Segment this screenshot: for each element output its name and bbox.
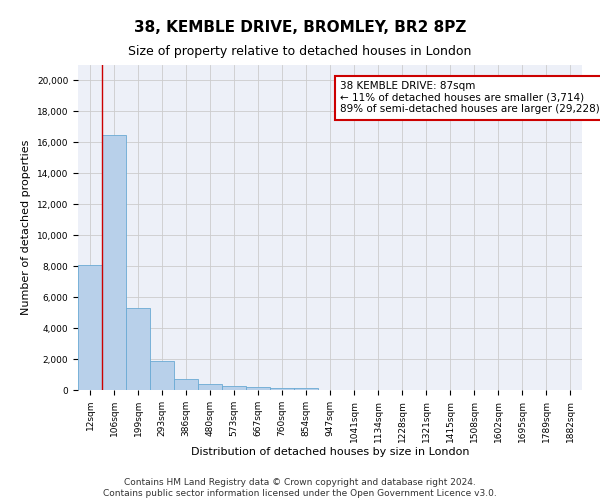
Bar xyxy=(198,384,222,390)
Bar xyxy=(174,379,198,390)
Bar xyxy=(246,387,270,390)
Bar xyxy=(102,134,126,390)
X-axis label: Distribution of detached houses by size in London: Distribution of detached houses by size … xyxy=(191,448,469,458)
Bar xyxy=(270,388,294,390)
Bar xyxy=(126,308,150,390)
Bar xyxy=(294,388,318,390)
Text: 38, KEMBLE DRIVE, BROMLEY, BR2 8PZ: 38, KEMBLE DRIVE, BROMLEY, BR2 8PZ xyxy=(134,20,466,35)
Text: 38 KEMBLE DRIVE: 87sqm
← 11% of detached houses are smaller (3,714)
89% of semi-: 38 KEMBLE DRIVE: 87sqm ← 11% of detached… xyxy=(340,81,600,114)
Bar xyxy=(78,264,102,390)
Text: Contains HM Land Registry data © Crown copyright and database right 2024.
Contai: Contains HM Land Registry data © Crown c… xyxy=(103,478,497,498)
Bar xyxy=(222,386,246,390)
Y-axis label: Number of detached properties: Number of detached properties xyxy=(21,140,31,315)
Bar xyxy=(150,362,174,390)
Text: Size of property relative to detached houses in London: Size of property relative to detached ho… xyxy=(128,45,472,58)
Title: Size of property relative to detached houses in London: Size of property relative to detached ho… xyxy=(0,499,1,500)
